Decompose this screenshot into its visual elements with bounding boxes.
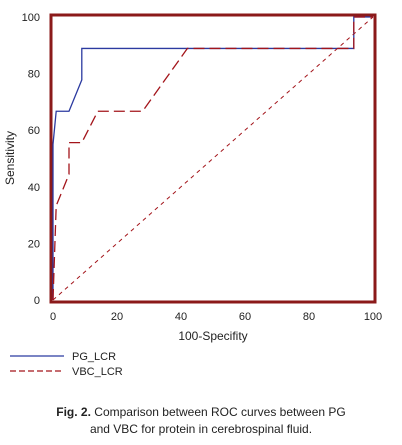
x-tick-label: 40 (175, 311, 187, 323)
x-tick-label: 0 (50, 311, 56, 323)
caption-line-2: and VBC for protein in cerebrospinal flu… (89, 422, 313, 436)
caption-label: Fig. 2. (56, 405, 91, 419)
y-tick-label: 0 (34, 295, 40, 307)
roc-chart: 0 20 40 60 80 100 0 20 40 60 80 100 100-Specifity S… (3, 12, 383, 378)
y-tick-label: 100 (22, 12, 40, 24)
y-tick-label: 60 (28, 125, 40, 137)
caption-text: Comparison between ROC curves between PG (90, 405, 346, 419)
y-tick-label: 40 (28, 182, 40, 194)
series-line-vbc-lcr (52, 16, 373, 301)
x-tick-label: 80 (303, 311, 315, 323)
axis-ticks: 0 20 40 60 80 100 0 20 40 60 80 100 (22, 12, 383, 323)
y-axis-label: Sensitivity (3, 131, 17, 185)
x-tick-label: 60 (239, 311, 251, 323)
y-tick-label: 80 (28, 69, 40, 81)
series-line-reference (52, 16, 374, 301)
y-tick-label: 20 (28, 238, 40, 250)
x-axis-label: 100-Specifity (178, 329, 247, 343)
legend-label: VBC_LCR (72, 366, 123, 378)
x-tick-label: 100 (364, 311, 382, 323)
figure-caption: Fig. 2. Comparison between ROC curves be… (0, 404, 402, 438)
legend: PG_LCR VBC_LCR (10, 351, 123, 378)
x-tick-label: 20 (111, 311, 123, 323)
legend-label: PG_LCR (72, 351, 116, 363)
plot-frame (49, 13, 377, 304)
series-layer (52, 16, 374, 301)
